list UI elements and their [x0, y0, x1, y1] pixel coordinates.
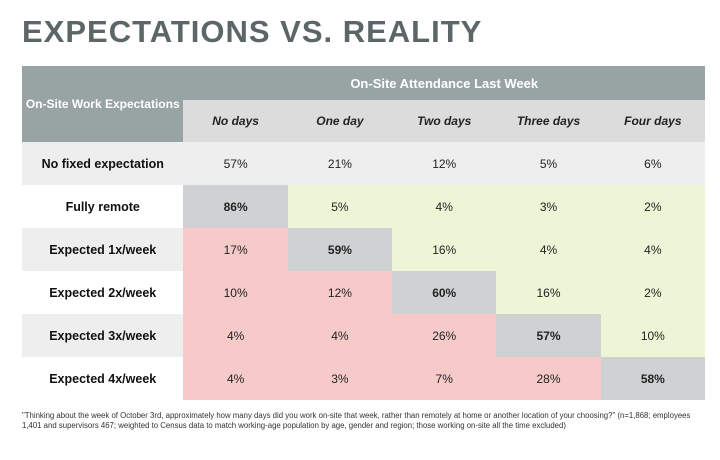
table-cell: 28% — [496, 357, 601, 400]
column-header-row: No days One day Two days Three days Four… — [22, 100, 705, 142]
table-cell: 57% — [183, 142, 288, 185]
table-body: No fixed expectation 57% 21% 12% 5% 6% Fully r… — [22, 142, 705, 400]
table-row: No fixed expectation 57% 21% 12% 5% 6% — [22, 142, 705, 185]
table-row: Expected 1x/week 17% 59% 16% 4% 4% — [22, 228, 705, 271]
table-cell: 58% — [600, 357, 705, 400]
table-cell: 3% — [496, 185, 601, 228]
table-cell: 57% — [496, 314, 601, 357]
table-cell: 2% — [600, 271, 705, 314]
table-cell: 17% — [183, 228, 288, 271]
table-cell: 16% — [392, 228, 497, 271]
table-cell: 2% — [600, 185, 705, 228]
table-cell: 10% — [183, 271, 288, 314]
table-cell: 6% — [600, 142, 705, 185]
table-cell: 10% — [600, 314, 705, 357]
corner-header: On-Site Work Expectations — [22, 66, 184, 142]
table-cell: 12% — [287, 271, 393, 314]
table-cell: 3% — [287, 357, 393, 400]
table-cell: 4% — [496, 228, 601, 271]
column-header: One day — [287, 100, 393, 142]
column-group-header: On-Site Attendance Last Week — [183, 66, 705, 100]
column-header: Four days — [600, 100, 705, 142]
table-cell: 86% — [183, 185, 288, 228]
table-row: Expected 3x/week 4% 4% 26% 57% 10% — [22, 314, 705, 357]
table-cell: 12% — [392, 142, 497, 185]
table-cell: 7% — [392, 357, 497, 400]
table-cell: 4% — [183, 357, 288, 400]
table-cell: 60% — [392, 271, 497, 314]
row-header: No fixed expectation — [22, 142, 184, 185]
row-header: Expected 4x/week — [22, 357, 184, 400]
page-title: EXPECTATIONS VS. REALITY — [22, 14, 483, 49]
table-cell: 4% — [287, 314, 393, 357]
column-header: Two days — [392, 100, 497, 142]
table-cell: 59% — [287, 228, 393, 271]
column-header: Three days — [496, 100, 601, 142]
row-header: Expected 3x/week — [22, 314, 184, 357]
attendance-table: On-Site Work Expectations On-Site Attend… — [22, 66, 705, 400]
row-header: Fully remote — [22, 185, 184, 228]
table-cell: 5% — [496, 142, 601, 185]
table-row: Expected 2x/week 10% 12% 60% 16% 2% — [22, 271, 705, 314]
table-cell: 4% — [600, 228, 705, 271]
table-cell: 21% — [287, 142, 393, 185]
row-header: Expected 1x/week — [22, 228, 184, 271]
table-cell: 4% — [183, 314, 288, 357]
footnote: "Thinking about the week of October 3rd,… — [22, 411, 691, 430]
table-cell: 26% — [392, 314, 497, 357]
table-cell: 4% — [392, 185, 497, 228]
table-cell: 16% — [496, 271, 601, 314]
table-row: Expected 4x/week 4% 3% 7% 28% 58% — [22, 357, 705, 400]
row-header: Expected 2x/week — [22, 271, 184, 314]
table-row: Fully remote 86% 5% 4% 3% 2% — [22, 185, 705, 228]
column-header: No days — [183, 100, 288, 142]
table-cell: 5% — [287, 185, 393, 228]
